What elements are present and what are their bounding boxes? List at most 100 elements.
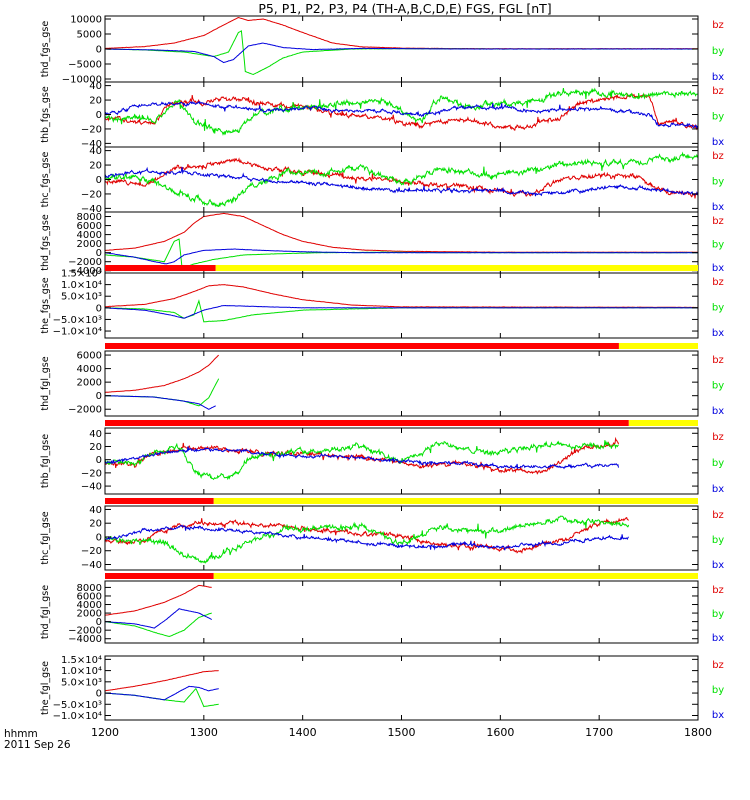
legend-entry-bx: bx bbox=[712, 137, 724, 148]
y-tick-label: 2000 bbox=[77, 378, 102, 389]
series-line-by bbox=[105, 378, 220, 407]
y-tick-label: −20 bbox=[81, 124, 102, 135]
y-tick-label: −10000 bbox=[62, 75, 102, 86]
y-tick-label: 6000 bbox=[77, 591, 102, 602]
y-tick-label: −20 bbox=[81, 189, 102, 200]
y-tick-label: −40 bbox=[81, 204, 102, 215]
legend-entry-bz: bz bbox=[712, 510, 724, 521]
flag-bar-red bbox=[105, 343, 619, 349]
y-tick-label: 40 bbox=[89, 146, 102, 157]
panel-thb_fgl_gse: 40 20 0 −20 −40 thb_fgl_gse bz by bx bbox=[40, 420, 724, 495]
y-tick-label: 0 bbox=[96, 110, 102, 121]
y-axis-label: thd_fgs_gse bbox=[40, 21, 51, 78]
x-axis-label-date: 2011 Sep 26 bbox=[4, 739, 71, 751]
y-tick-label: 40 bbox=[89, 429, 102, 440]
y-tick-label: 8000 bbox=[77, 583, 102, 594]
y-tick-label: −5.0×10³ bbox=[53, 315, 102, 326]
y-tick-label: −5.0×10³ bbox=[53, 700, 102, 711]
y-axis-label: thd_fgl_gse bbox=[40, 356, 51, 410]
legend-entry-bx: bx bbox=[712, 202, 724, 213]
x-tick-label: 1300 bbox=[190, 726, 218, 739]
flag-bar-yellow bbox=[215, 265, 698, 271]
series-line-by bbox=[105, 687, 219, 708]
y-tick-label: 0 bbox=[96, 45, 102, 56]
legend-entry-by: by bbox=[712, 685, 724, 696]
y-tick-label: 4000 bbox=[77, 600, 102, 611]
series-line-bx bbox=[105, 304, 698, 319]
y-tick-label: 0 bbox=[96, 532, 102, 543]
x-tick-label: 1200 bbox=[91, 726, 119, 739]
y-tick-label: −20 bbox=[81, 468, 102, 479]
series-line-bx bbox=[105, 608, 212, 629]
legend-entry-by: by bbox=[712, 240, 724, 251]
y-axis-label: thb_fgs_gse bbox=[40, 86, 51, 143]
legend-entry-by: by bbox=[712, 609, 724, 620]
series-line-bx bbox=[105, 166, 698, 197]
series-line-by bbox=[105, 299, 698, 323]
y-tick-label: 5000 bbox=[77, 30, 102, 41]
panel-the_fgl_gse: 1.5×10⁴1.0×10⁴5.0×10³0−5.0×10³−1.0×10⁴th… bbox=[40, 655, 724, 722]
y-tick-label: −20 bbox=[81, 546, 102, 557]
flag-bar-yellow bbox=[213, 498, 698, 504]
series-line-bx bbox=[105, 685, 219, 701]
panel-the_fgs_gse: 1.5×10⁴1.0×10⁴5.0×10³0−5.0×10³−1.0×10⁴th… bbox=[40, 265, 724, 339]
y-tick-label: 20 bbox=[89, 519, 102, 530]
y-tick-label: 2000 bbox=[77, 609, 102, 620]
y-tick-label: −40 bbox=[81, 560, 102, 571]
y-tick-label: 20 bbox=[89, 442, 102, 453]
legend-entry-bx: bx bbox=[712, 328, 724, 339]
series-line-bz bbox=[105, 584, 212, 616]
y-tick-label: 0 bbox=[96, 175, 102, 186]
y-tick-label: 0 bbox=[96, 617, 102, 628]
x-tick-label: 1400 bbox=[289, 726, 317, 739]
y-tick-label: −2000 bbox=[68, 626, 102, 637]
panel-frame bbox=[104, 350, 699, 417]
legend-entry-bz: bz bbox=[712, 151, 724, 162]
y-tick-label: 0 bbox=[96, 455, 102, 466]
series-line-by bbox=[105, 440, 619, 481]
panel-frame bbox=[104, 146, 699, 213]
series-line-bx bbox=[105, 42, 698, 64]
series-line-bz bbox=[105, 16, 698, 50]
legend-entry-bx: bx bbox=[712, 560, 724, 571]
legend-entry-bx: bx bbox=[712, 263, 724, 274]
legend-entry-by: by bbox=[712, 458, 724, 469]
flag-bar-yellow bbox=[628, 420, 698, 426]
legend-entry-by: by bbox=[712, 177, 724, 188]
x-tick-label: 1800 bbox=[684, 726, 712, 739]
y-tick-label: −4000 bbox=[68, 266, 102, 277]
panel-thd_fgl_gse: 6000 4000 2000 0 −2000 thd_fgl_gse bz by bx bbox=[40, 343, 724, 417]
y-tick-label: 8000 bbox=[77, 212, 102, 223]
y-tick-label: −1.0×10⁴ bbox=[53, 327, 102, 338]
legend-entry-bx: bx bbox=[712, 72, 724, 83]
y-tick-label: −2000 bbox=[68, 257, 102, 268]
series-line-by bbox=[105, 151, 698, 208]
panel-thc_fgs_gse: 40 20 0 −20 −40 thc_fgs_gse bz by bx bbox=[40, 146, 724, 215]
series-line-by bbox=[105, 238, 698, 270]
y-tick-label: −2000 bbox=[68, 405, 102, 416]
series-line-bz bbox=[105, 436, 619, 475]
y-axis-label: thc_fgs_gse bbox=[40, 152, 51, 208]
panel-frame bbox=[104, 505, 699, 571]
legend-entry-bx: bx bbox=[712, 633, 724, 644]
legend-entry-by: by bbox=[712, 303, 724, 314]
series-line-bx bbox=[105, 248, 698, 265]
y-axis-label: the_fgs_gse bbox=[40, 277, 51, 333]
legend-entry-bz: bz bbox=[712, 355, 724, 366]
y-axis-label: the_fgl_gse bbox=[40, 661, 51, 715]
y-tick-label: −4000 bbox=[68, 634, 102, 645]
y-tick-label: 20 bbox=[89, 96, 102, 107]
y-axis-label: thd_fgl_gse bbox=[40, 585, 51, 639]
series-line-bz bbox=[105, 354, 220, 393]
y-tick-label: 0 bbox=[96, 248, 102, 259]
panel-thd_fgs_gse: 10000 5000 0 −5000 −10000 thd_fgs_gse bz by bx bbox=[40, 15, 724, 86]
legend-entry-bz: bz bbox=[712, 660, 724, 671]
flag-bar-red bbox=[105, 573, 214, 579]
legend-entry-bx: bx bbox=[712, 406, 724, 417]
y-tick-label: 6000 bbox=[77, 221, 102, 232]
flag-bar-red bbox=[105, 265, 216, 271]
panel-thc_fgl_gse: 40 20 0 −20 −40 thc_fgl_gse bz by bx bbox=[40, 498, 724, 571]
legend-entry-bx: bx bbox=[712, 710, 724, 721]
